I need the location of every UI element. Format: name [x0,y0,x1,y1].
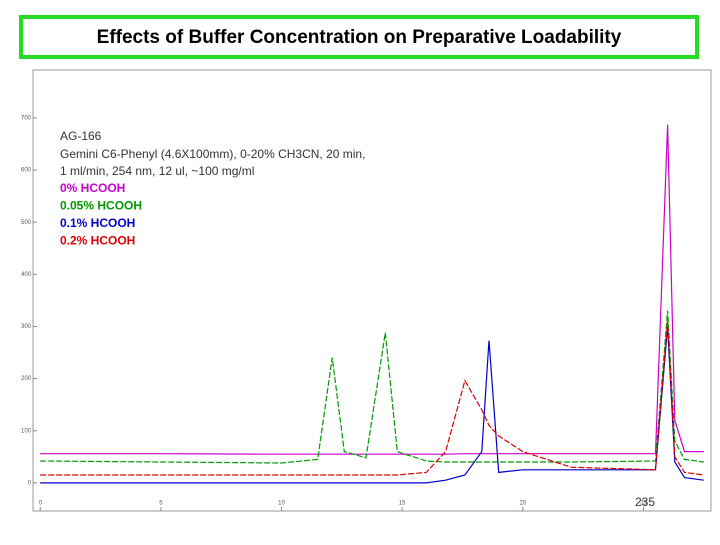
y-tick-label: 600 [21,168,32,174]
x-tick-label: 25 [640,501,647,507]
y-tick-label: 100 [21,428,32,434]
plot-frame [32,69,712,512]
slide-title: Effects of Buffer Concentration on Prepa… [97,27,622,48]
annotation: 1 ml/min, 254 nm, 12 ul, ~100 mg/ml [60,164,254,178]
x-tick-label: 5 [159,501,163,507]
series-line [40,124,704,455]
x-tick-label: 20 [519,501,526,507]
series-line [40,321,704,476]
x-tick-label: 10 [278,501,285,507]
legend-entry: 0.1% HCOOH [60,216,135,230]
x-tick-label: 0 [39,501,43,507]
title-box [19,15,699,59]
y-tick-label: 0 [28,480,32,486]
legend-entry: 0.05% HCOOH [60,199,142,213]
x-tick-label: 15 [399,501,406,507]
y-tick-label: 500 [21,220,32,226]
annotation: Gemini C6-Phenyl (4.6X100mm), 0-20% CH3C… [60,147,365,161]
legend-entry: 0% HCOOH [60,181,125,195]
y-tick-label: 400 [21,272,32,278]
legend-entry: 0.2% HCOOH [60,234,135,248]
y-tick-label: 700 [21,116,32,122]
series-line [40,310,704,464]
page-number: 235 [635,495,655,509]
y-tick-label: 200 [21,376,32,382]
annotation: AG-166 [60,129,102,143]
y-tick-label: 300 [21,324,32,330]
